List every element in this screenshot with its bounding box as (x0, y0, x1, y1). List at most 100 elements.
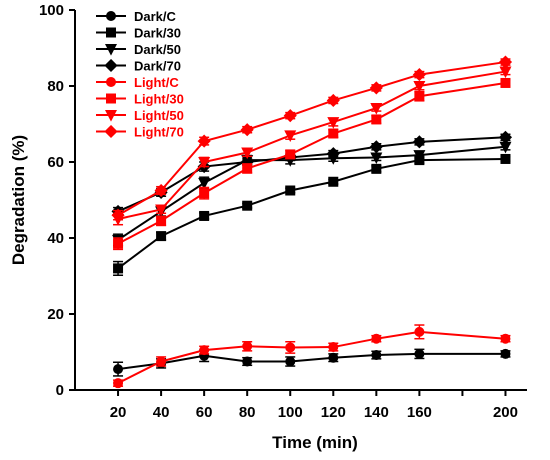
data-point (197, 134, 211, 148)
data-point (154, 183, 168, 198)
legend-marker (106, 11, 116, 21)
data-point (242, 356, 253, 367)
legend-label: Dark/C (134, 9, 177, 24)
legend-item: Light/C (96, 75, 179, 90)
data-point (113, 364, 124, 375)
legend-item: Dark/C (96, 9, 177, 24)
legend-label: Dark/70 (134, 59, 181, 74)
data-point (500, 153, 511, 164)
x-tick-label: 80 (239, 404, 256, 421)
legend-item: Light/30 (96, 92, 184, 107)
y-ticks: 0 20 40 60 80 100 (39, 2, 75, 399)
x-tick-label: 200 (493, 404, 518, 421)
legend-marker (105, 110, 117, 122)
data-point (414, 91, 425, 102)
data-point (156, 215, 167, 226)
x-tick-label: 40 (153, 404, 170, 421)
data-point (500, 348, 511, 359)
data-point (328, 352, 339, 363)
data-point (500, 333, 511, 344)
legend-marker (106, 77, 116, 87)
data-point (285, 342, 296, 353)
axes (74, 10, 527, 391)
x-tick-label: 160 (407, 404, 432, 421)
data-point (327, 117, 340, 129)
series-light-70 (111, 55, 513, 222)
data-point (369, 81, 383, 95)
data-point (328, 176, 339, 187)
data-point (241, 147, 254, 160)
data-point (242, 341, 253, 352)
data-point (111, 208, 125, 222)
data-point (242, 163, 253, 174)
series-dark-c (113, 348, 511, 377)
data-point (413, 150, 426, 162)
legend-label: Light/C (134, 75, 179, 90)
data-point (371, 350, 382, 361)
data-point (283, 109, 297, 123)
data-point (113, 263, 124, 274)
y-tick-label: 80 (47, 78, 64, 95)
legend-label: Light/50 (134, 108, 184, 123)
legend-item: Light/50 (96, 108, 184, 123)
data-point (328, 128, 339, 139)
series-light-30 (113, 77, 511, 251)
legend-marker (104, 58, 118, 73)
legend-label: Dark/30 (134, 26, 181, 41)
data-point (500, 77, 511, 88)
data-point (199, 188, 210, 199)
legend-item: Dark/30 (96, 26, 181, 41)
data-point (412, 135, 426, 149)
legend-marker (104, 124, 118, 139)
legend-item: Light/70 (96, 125, 184, 140)
data-point (285, 356, 296, 367)
x-ticks: 20 40 60 80 100 120 140 160 200 (110, 390, 518, 421)
data-point (326, 147, 340, 161)
data-point (371, 333, 382, 344)
x-tick-label: 20 (110, 404, 127, 421)
legend-label: Light/70 (134, 125, 184, 140)
x-tick-label: 60 (196, 404, 213, 421)
data-point (156, 356, 167, 367)
data-point (156, 231, 167, 242)
data-point (242, 200, 253, 211)
data-point (414, 348, 425, 359)
legend-marker (105, 44, 117, 56)
data-point (284, 130, 297, 142)
data-point (199, 210, 210, 221)
data-point (498, 55, 513, 69)
y-tick-label: 40 (47, 230, 64, 247)
x-tick-label: 100 (278, 404, 303, 421)
series-line (117, 352, 506, 371)
data-point (240, 123, 254, 137)
data-point (285, 185, 296, 196)
x-tick-label: 120 (321, 404, 346, 421)
data-point (370, 103, 383, 115)
legend-marker (106, 93, 116, 104)
data-point (413, 81, 426, 93)
legend-item: Dark/70 (96, 59, 181, 74)
data-point (155, 204, 168, 217)
y-tick-label: 20 (47, 306, 64, 323)
data-point (199, 345, 210, 356)
data-point (113, 238, 124, 249)
data-point (412, 68, 426, 82)
series-light-c (113, 324, 511, 389)
legend-label: Light/30 (134, 92, 184, 107)
y-tick-label: 100 (39, 2, 64, 19)
data-point (113, 378, 124, 389)
data-point (414, 326, 425, 337)
data-point (198, 177, 211, 190)
y-tick-label: 60 (47, 154, 64, 171)
data-point (326, 93, 340, 107)
x-tick-label: 140 (364, 404, 389, 421)
data-point (285, 149, 296, 160)
series-line (117, 157, 506, 270)
x-axis-title: Time (min) (272, 433, 358, 452)
data-point (371, 114, 382, 125)
data-point (369, 140, 383, 154)
y-tick-label: 0 (56, 382, 64, 399)
data-point (498, 130, 513, 144)
